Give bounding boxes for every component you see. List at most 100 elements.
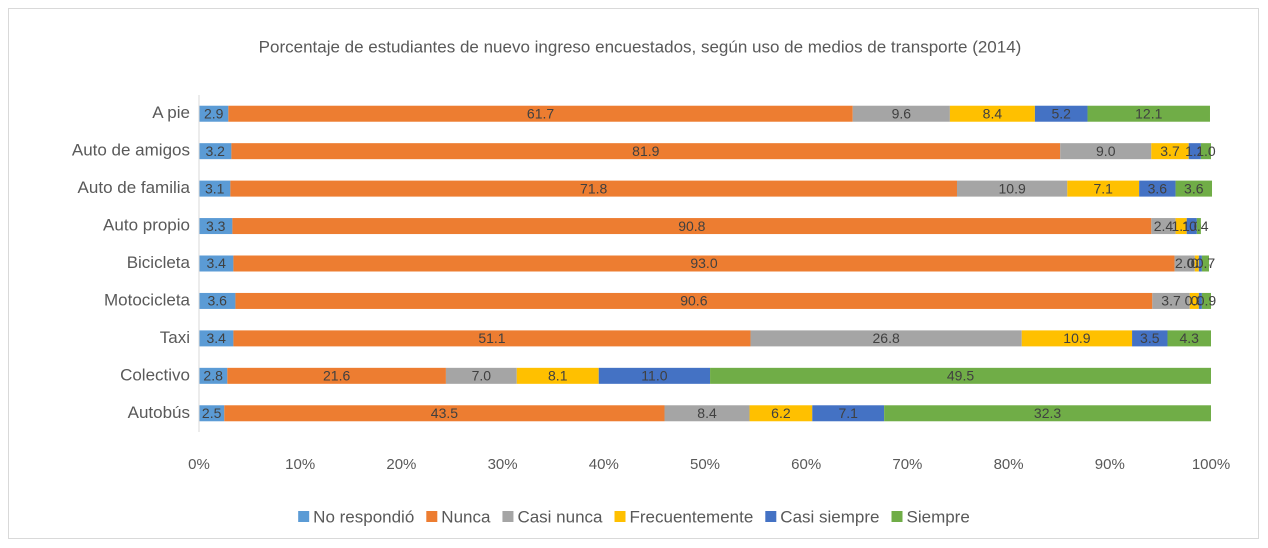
bar-segment	[1021, 330, 1133, 347]
legend-label: Casi siempre	[780, 507, 879, 526]
bar-segment	[1200, 143, 1211, 160]
bar-segment	[1152, 292, 1190, 309]
bar-segment	[516, 367, 599, 384]
value-label: 0.4	[1189, 218, 1209, 234]
bar-segment	[1175, 218, 1187, 235]
x-tick-label: 70%	[892, 456, 922, 473]
value-label: 8.4	[983, 105, 1003, 121]
bar-segment	[1167, 330, 1211, 347]
bar-segment	[1198, 255, 1202, 272]
bar-segment	[199, 330, 234, 347]
value-label: 3.7	[1160, 143, 1180, 159]
value-label: 11.0	[641, 368, 667, 384]
bar-segment	[199, 292, 236, 309]
value-label: 2.9	[204, 105, 224, 121]
value-label: 10.9	[1063, 330, 1090, 346]
bar-segment	[1067, 180, 1140, 197]
bar-segment	[233, 255, 1175, 272]
value-label: 90.8	[678, 218, 705, 234]
bar-segment	[230, 180, 957, 197]
value-label: 26.8	[873, 330, 900, 346]
value-label: 81.9	[632, 143, 659, 159]
bar-segment	[710, 367, 1211, 384]
bar-segment	[749, 405, 813, 422]
bar-segment	[852, 105, 950, 122]
bar-segment	[199, 180, 231, 197]
bar-segment	[1188, 143, 1201, 160]
x-tick-label: 80%	[994, 456, 1024, 473]
x-tick-label: 20%	[386, 456, 416, 473]
bar-segment	[199, 255, 234, 272]
legend-swatch	[614, 511, 626, 522]
bar-segment	[1087, 105, 1210, 122]
bar-segment	[750, 330, 1022, 347]
value-label: 0.7	[1196, 255, 1216, 271]
legend-label: Frecuentemente	[630, 507, 754, 526]
legend-swatch	[426, 511, 438, 522]
bar-segment	[224, 405, 665, 422]
legend-swatch	[298, 511, 310, 522]
bar-segment	[1151, 143, 1189, 160]
bar-segment	[1201, 292, 1211, 309]
x-tick-label: 100%	[1192, 456, 1230, 473]
value-label: 8.4	[697, 405, 717, 421]
bar-segment	[1034, 105, 1088, 122]
bar-segment	[1151, 218, 1176, 235]
value-label: 43.5	[431, 405, 458, 421]
value-label: 71.8	[580, 180, 607, 196]
bar-segment	[1139, 180, 1176, 197]
bar-segment	[199, 218, 233, 235]
value-label: 1.0	[1196, 143, 1216, 159]
x-tick-label: 90%	[1095, 456, 1125, 473]
bar-segment	[884, 405, 1211, 422]
value-label: 61.7	[527, 105, 554, 121]
x-tick-label: 50%	[690, 456, 720, 473]
value-label: 1.2	[1185, 143, 1205, 159]
legend-swatch	[891, 511, 903, 522]
bar-segment	[1174, 255, 1195, 272]
value-label: 5.2	[1051, 105, 1071, 121]
value-label: 9.0	[1096, 143, 1116, 159]
chart-border	[8, 8, 1259, 539]
value-label: 3.4	[206, 330, 226, 346]
x-tick-label: 0%	[188, 456, 210, 473]
bar-segment	[233, 330, 751, 347]
bar-segment	[1132, 330, 1168, 347]
bar-segment	[1201, 255, 1209, 272]
value-label: 3.6	[207, 293, 227, 309]
bar-segment	[598, 367, 711, 384]
bar-segment	[445, 367, 517, 384]
y-tick-label: Auto de familia	[78, 178, 191, 197]
value-label: 3.5	[1140, 330, 1160, 346]
value-label: 3.1	[205, 180, 225, 196]
value-label: 2.5	[202, 405, 222, 421]
value-label: 1.0	[1182, 218, 1202, 234]
bar-segment	[1189, 292, 1199, 309]
value-label: 3.2	[205, 143, 225, 159]
value-label: 3.7	[1161, 293, 1181, 309]
value-label: 2.8	[203, 368, 223, 384]
y-tick-label: Auto propio	[103, 216, 190, 235]
y-tick-label: A pie	[152, 103, 190, 122]
bar-segment	[199, 405, 225, 422]
value-label: 1.1	[1171, 218, 1191, 234]
bar-segment	[199, 105, 229, 122]
bar-segment	[956, 180, 1068, 197]
bar-segment	[199, 367, 228, 384]
value-label: 8.1	[548, 368, 568, 384]
value-label: 21.6	[323, 368, 350, 384]
y-tick-label: Bicicleta	[127, 253, 191, 272]
bar-segment	[1196, 218, 1201, 235]
value-label: 93.0	[690, 255, 717, 271]
value-label: 2.4	[1154, 218, 1174, 234]
value-label: 10.9	[999, 180, 1026, 196]
bar-segment	[1198, 292, 1202, 309]
legend-swatch	[502, 511, 514, 522]
chart-title: Porcentaje de estudiantes de nuevo ingre…	[259, 37, 1022, 56]
bar-segment	[949, 105, 1035, 122]
bar-segment	[228, 105, 853, 122]
legend-swatch	[765, 511, 777, 522]
value-label: 51.1	[478, 330, 505, 346]
value-label: 90.6	[680, 293, 707, 309]
